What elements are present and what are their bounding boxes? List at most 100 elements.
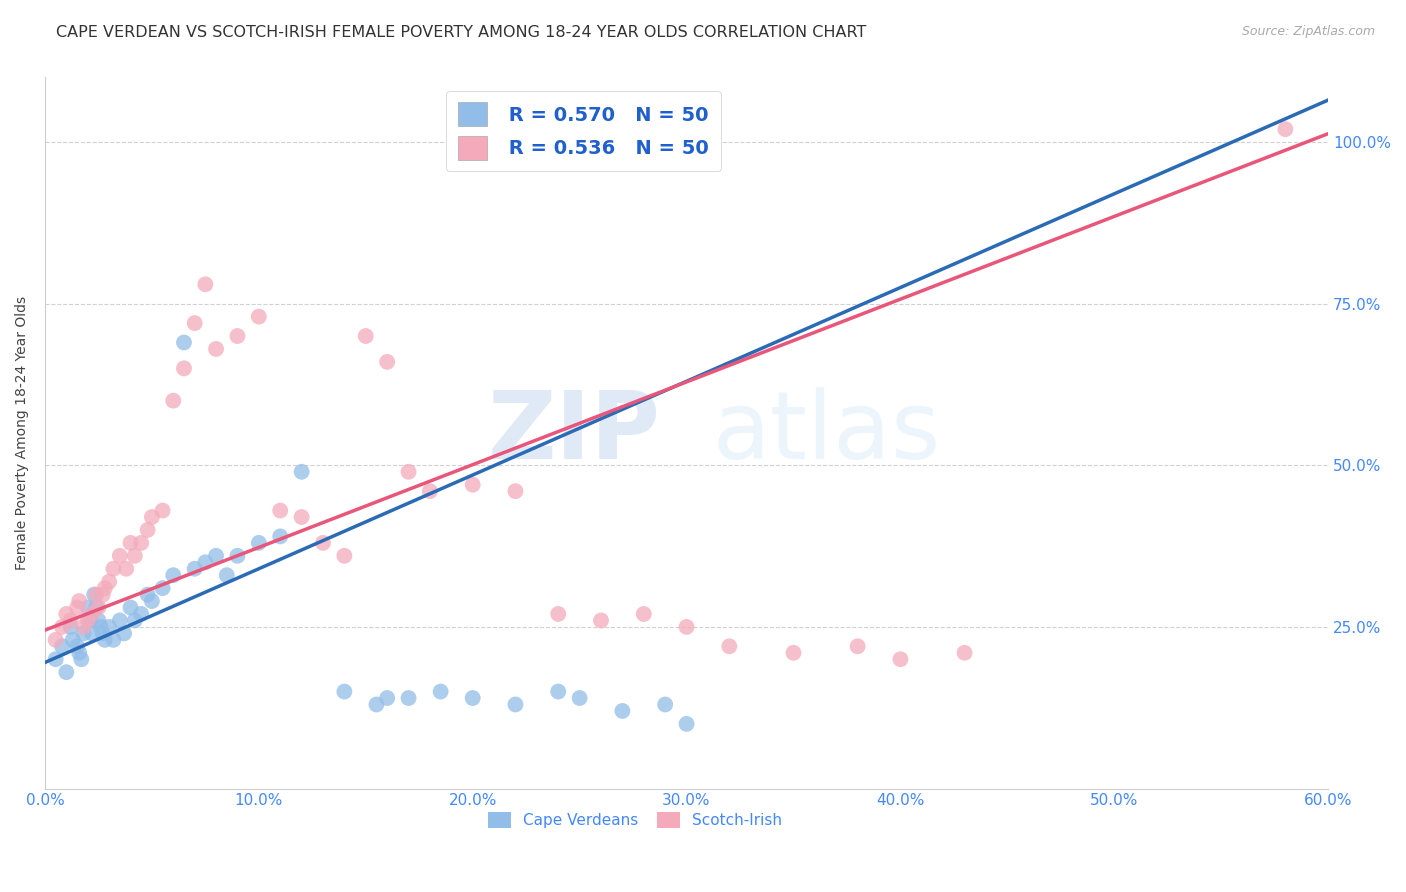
Point (141, 510, 163, 524)
Point (375, 691, 398, 706)
Point (98, 620, 121, 634)
Point (76, 600, 98, 615)
Point (194, 555, 217, 569)
Point (136, 588, 159, 602)
Point (115, 562, 138, 576)
Legend: Cape Verdeans, Scotch-Irish: Cape Verdeans, Scotch-Irish (482, 806, 789, 834)
Point (291, 465, 314, 479)
Point (70, 652, 93, 666)
Point (120, 536, 142, 550)
Point (505, 484, 527, 499)
Point (162, 393, 184, 408)
Point (205, 549, 228, 563)
Point (633, 607, 655, 621)
Point (94, 581, 117, 595)
Point (90, 620, 112, 634)
Point (66, 600, 89, 615)
Point (103, 632, 125, 647)
Point (398, 465, 420, 479)
Point (269, 503, 291, 517)
Point (226, 549, 249, 563)
Point (375, 355, 398, 369)
Point (94, 632, 117, 647)
Point (84, 588, 107, 602)
Point (108, 614, 131, 628)
Point (889, 652, 911, 666)
Point (183, 562, 205, 576)
Point (419, 484, 441, 499)
Point (80, 626, 103, 640)
Point (67, 594, 90, 608)
Point (136, 523, 159, 537)
Point (62, 632, 84, 647)
Point (87, 614, 110, 628)
Point (429, 684, 451, 698)
Point (398, 691, 420, 706)
Point (72, 620, 94, 634)
Point (354, 329, 377, 343)
Point (124, 614, 146, 628)
Text: atlas: atlas (713, 387, 941, 479)
Point (79, 614, 101, 628)
Point (226, 329, 249, 343)
Point (718, 640, 741, 654)
Point (66, 640, 89, 654)
Text: ZIP: ZIP (488, 387, 661, 479)
Point (194, 277, 217, 292)
Point (152, 503, 174, 517)
Point (247, 536, 270, 550)
Point (173, 361, 195, 376)
Point (547, 607, 569, 621)
Point (291, 510, 314, 524)
Point (173, 335, 195, 350)
Point (51, 640, 73, 654)
Point (112, 626, 135, 640)
Point (120, 600, 142, 615)
Text: Source: ZipAtlas.com: Source: ZipAtlas.com (1241, 25, 1375, 38)
Point (1274, 122, 1296, 136)
Point (87, 600, 110, 615)
Point (333, 549, 356, 563)
Point (162, 568, 184, 582)
Text: CAPE VERDEAN VS SCOTCH-IRISH FEMALE POVERTY AMONG 18-24 YEAR OLDS CORRELATION CH: CAPE VERDEAN VS SCOTCH-IRISH FEMALE POVE… (56, 25, 866, 40)
Point (654, 698, 676, 712)
Point (183, 316, 205, 330)
Point (269, 529, 291, 543)
Point (205, 342, 228, 356)
Point (124, 549, 146, 563)
Point (547, 684, 569, 698)
Point (782, 646, 804, 660)
Point (103, 562, 125, 576)
Point (675, 620, 697, 634)
Point (461, 691, 484, 706)
Point (67, 646, 90, 660)
Point (953, 646, 976, 660)
Point (129, 536, 152, 550)
Point (51, 620, 73, 634)
Point (83, 588, 105, 602)
Point (72, 626, 94, 640)
Point (129, 607, 152, 621)
Point (333, 684, 356, 698)
Point (846, 640, 869, 654)
Point (84, 600, 107, 615)
Point (98, 574, 121, 589)
Point (505, 698, 527, 712)
Point (91, 626, 114, 640)
Point (675, 717, 697, 731)
Point (59, 614, 82, 628)
Y-axis label: Female Poverty Among 18-24 Year Olds: Female Poverty Among 18-24 Year Olds (15, 296, 30, 570)
Point (45, 652, 67, 666)
Point (247, 310, 270, 324)
Point (312, 536, 335, 550)
Point (80, 607, 103, 621)
Point (76, 614, 98, 628)
Point (589, 614, 612, 628)
Point (91, 588, 114, 602)
Point (108, 549, 131, 563)
Point (568, 691, 591, 706)
Point (612, 704, 634, 718)
Point (55, 665, 77, 680)
Point (215, 568, 238, 582)
Point (59, 620, 82, 634)
